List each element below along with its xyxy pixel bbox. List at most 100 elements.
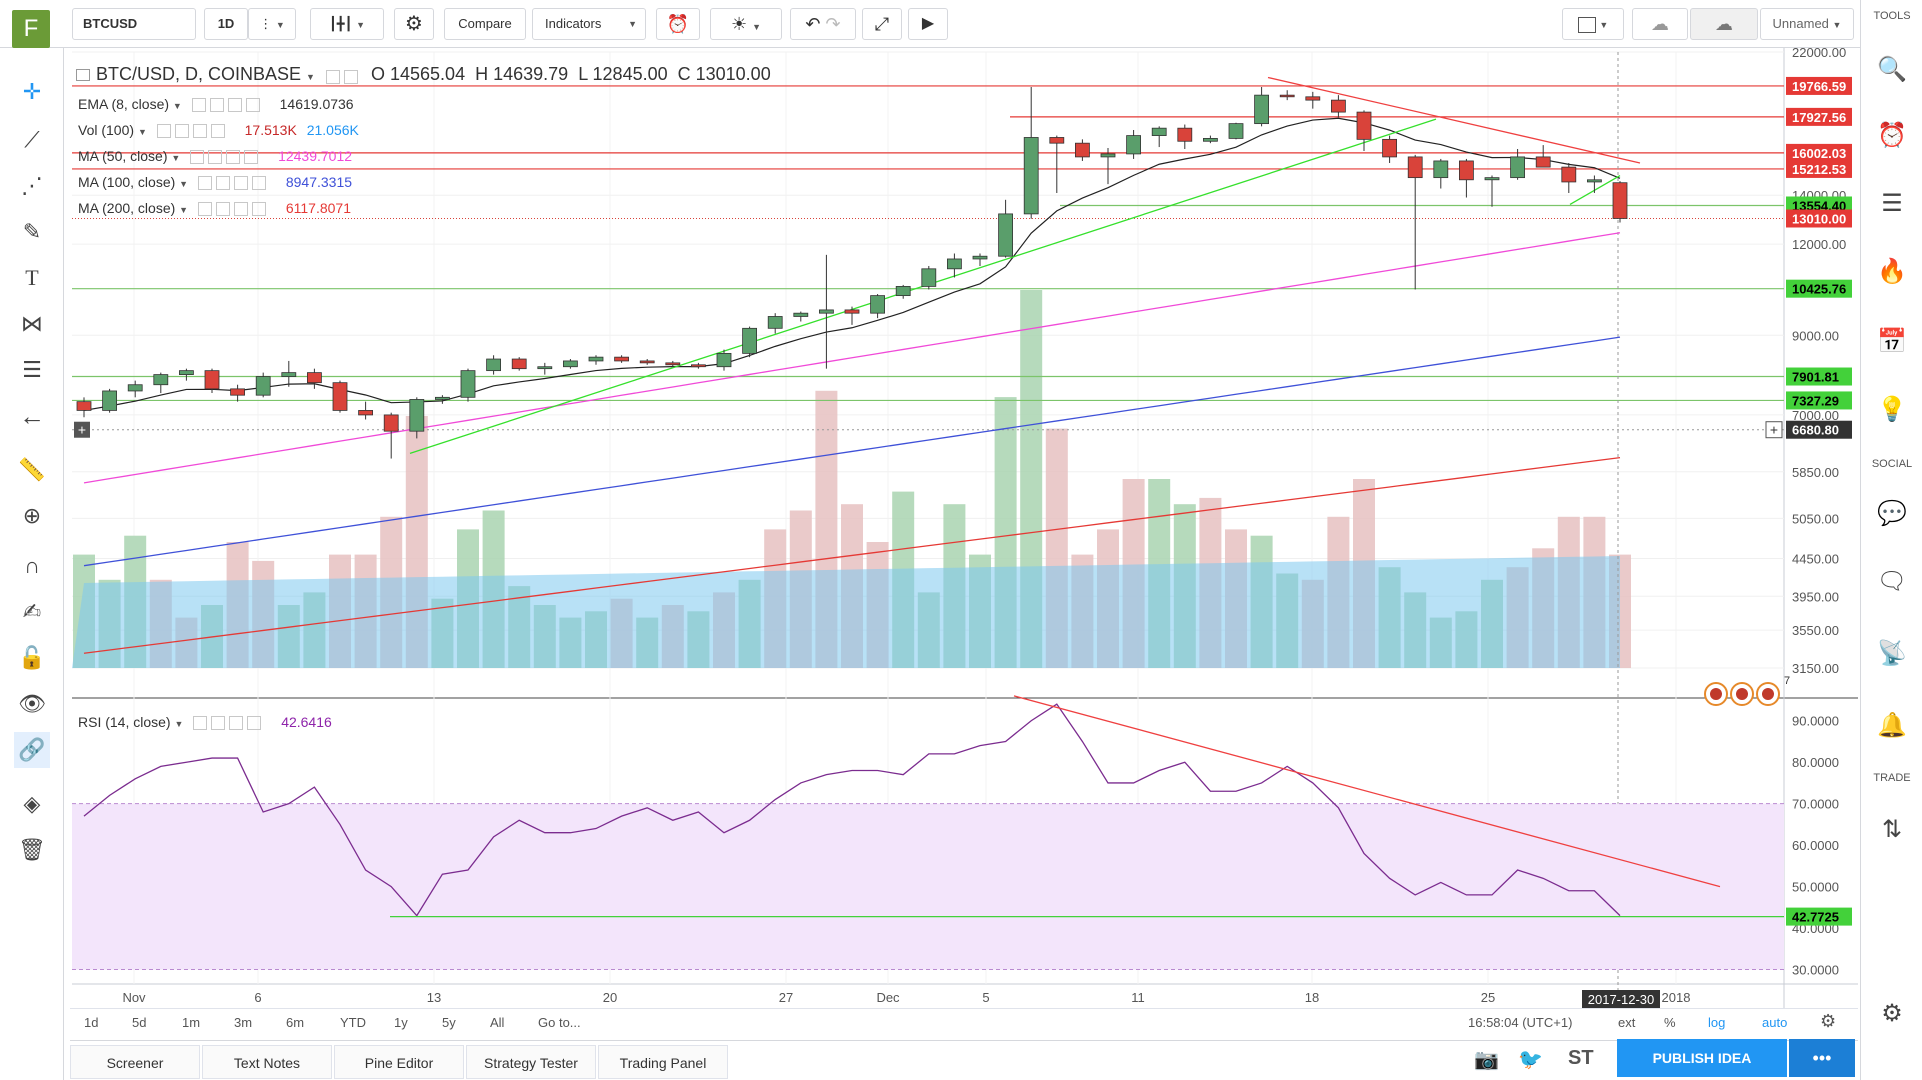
order-panel-icon[interactable]: ⇅ (1881, 816, 1903, 843)
tab-screener[interactable]: Screener (70, 1045, 200, 1079)
percent-toggle[interactable]: % (1664, 1015, 1676, 1030)
log-toggle[interactable]: log (1708, 1015, 1726, 1030)
trash-icon[interactable]: 🗑 (18, 837, 46, 862)
rsi-current-label: 42.7725 (1792, 910, 1839, 925)
lock-draw-icon[interactable]: ✍ (22, 599, 42, 624)
legend-ma200[interactable]: MA (200, close) ▼ 6117.8071 (78, 200, 351, 217)
symbol-search-input[interactable]: BTCUSD (72, 8, 196, 40)
hotlist-fire-icon[interactable]: 🔥 (1877, 258, 1907, 285)
undo-icon[interactable]: ↶ (805, 14, 821, 34)
watchlist-icon[interactable]: 🔍 (1877, 56, 1907, 83)
series-options-icons[interactable] (325, 68, 366, 85)
layout-name-button[interactable]: Unnamed ▼ (1760, 8, 1854, 40)
legend-vol[interactable]: Vol (100) ▼ 17.513K 21.056K (78, 122, 359, 139)
candle-body (1049, 137, 1065, 144)
time-tick-label: Dec (876, 990, 900, 1005)
templates-button[interactable]: ☀ ▼ (710, 8, 782, 40)
range-1y[interactable]: 1y (394, 1015, 408, 1030)
magnet-icon[interactable]: ∩ (24, 553, 40, 578)
fib-icon[interactable]: ⋰ (21, 173, 43, 198)
auto-toggle[interactable]: auto (1762, 1015, 1788, 1030)
layers-icon[interactable]: ◈ (23, 791, 41, 816)
load-cloud-button[interactable]: ☁ (1632, 8, 1688, 40)
legend-ma50[interactable]: MA (50, close) ▼ 12439.7012 (78, 148, 352, 165)
gear-icon[interactable]: ⚙ (1820, 1011, 1837, 1031)
layout-name: Unnamed (1772, 16, 1829, 31)
crosshair-icon[interactable]: ✛ (22, 79, 42, 104)
tab-pine-editor[interactable]: Pine Editor (334, 1045, 464, 1079)
replay-button[interactable]: ▶ (908, 8, 948, 40)
candle-body (409, 399, 425, 432)
more-horizontal-icon[interactable]: ••• (1789, 1039, 1855, 1077)
gear-icon[interactable]: ⚙ (1881, 1000, 1903, 1027)
range-1m[interactable]: 1m (182, 1015, 201, 1030)
save-cloud-button[interactable]: ☁ (1690, 8, 1758, 40)
tab-strategy-tester[interactable]: Strategy Tester (466, 1045, 596, 1079)
prediction-icon[interactable]: ☰ (22, 357, 42, 382)
legend-ma100[interactable]: MA (100, close) ▼ 8947.3315 (78, 174, 352, 191)
notifications-bell-icon[interactable]: 🔔 (1877, 712, 1907, 739)
trend-line-icon[interactable]: ⟋ (24, 127, 40, 152)
chart-style-button[interactable]: ┃╋┃ ▼ (310, 8, 384, 40)
collapse-icon[interactable] (76, 69, 90, 82)
plus-icon: + (78, 422, 86, 438)
settings-button[interactable]: ⚙ (394, 8, 434, 40)
range-6m[interactable]: 6m (286, 1015, 305, 1030)
ema-options-icons[interactable] (191, 98, 270, 113)
link-icon[interactable]: 🔗 (14, 732, 50, 768)
legend-ema[interactable]: EMA (8, close) ▼ 14619.0736 (78, 96, 354, 113)
tab-text-notes[interactable]: Text Notes (202, 1045, 332, 1079)
publish-idea-button[interactable]: PUBLISH IDEA (1617, 1039, 1787, 1077)
streams-icon[interactable]: 📡 (1877, 640, 1907, 667)
range-1d[interactable]: 1d (84, 1015, 99, 1030)
candle-body (767, 316, 783, 329)
legend-rsi[interactable]: RSI (14, close) ▼ 42.6416 (78, 714, 332, 731)
eye-icon[interactable]: 👁 (18, 691, 46, 716)
indicators-button[interactable]: Indicators ▼ (532, 8, 646, 40)
fullscreen-button[interactable]: ⤢ (862, 8, 902, 40)
redo-icon[interactable]: ↷ (825, 14, 841, 34)
interval-menu-button[interactable]: ⋮ ▼ (248, 8, 296, 40)
twitter-icon[interactable]: 🐦 (1518, 1049, 1543, 1071)
zoom-in-icon[interactable]: ⊕ (22, 503, 42, 528)
stocktwits-icon[interactable]: ST (1568, 1047, 1594, 1069)
interval-button[interactable]: 1D (204, 8, 248, 40)
crosshair-date-label: 2017-12-30 (1588, 992, 1655, 1007)
ma200-options-icons[interactable] (197, 202, 276, 217)
alert-button[interactable]: ⏰ (656, 8, 700, 40)
app-logo[interactable]: F (12, 10, 50, 48)
candle-body (230, 388, 246, 396)
text-tool-icon[interactable]: T (25, 265, 39, 290)
candle-body (614, 356, 629, 362)
chevron-down-icon[interactable]: ▼ (306, 72, 315, 82)
range-all[interactable]: All (490, 1015, 505, 1030)
range-5d[interactable]: 5d (132, 1015, 147, 1030)
pattern-icon[interactable]: ⋈ (21, 311, 43, 336)
chat-icon[interactable]: 💬 (1877, 500, 1907, 527)
alarm-clock-icon[interactable]: ⏰ (1877, 122, 1907, 149)
calendar-icon[interactable]: 📅 (1877, 328, 1907, 355)
camera-icon[interactable]: 📷 (1474, 1049, 1499, 1071)
ideas-bulb-icon[interactable]: 💡 (1877, 396, 1907, 423)
range-ytd[interactable]: YTD (340, 1015, 366, 1030)
ruler-icon[interactable]: 📏 (18, 457, 46, 482)
range-3m[interactable]: 3m (234, 1015, 253, 1030)
range-5y[interactable]: 5y (442, 1015, 456, 1030)
back-arrow-icon[interactable]: ← (19, 401, 45, 431)
tab-trading-panel[interactable]: Trading Panel (598, 1045, 728, 1079)
private-chat-icon[interactable]: 🗨 (1876, 568, 1908, 595)
brush-icon[interactable]: ✎ (22, 219, 42, 244)
undo-redo-group[interactable]: ↶ ↷ (790, 8, 856, 40)
ma100-options-icons[interactable] (197, 176, 276, 191)
rsi-options-icons[interactable] (193, 716, 271, 731)
goto-date-button[interactable]: Go to... (538, 1015, 581, 1030)
compare-button[interactable]: Compare (444, 8, 526, 40)
layout-button[interactable]: ▼ (1562, 8, 1624, 40)
vol-options-icons[interactable] (156, 124, 235, 139)
ma50-options-icons[interactable] (190, 150, 268, 165)
ext-toggle[interactable]: ext (1618, 1015, 1636, 1030)
ohlc-close: C 13010.00 (677, 64, 771, 84)
lock-icon[interactable]: 🔓 (18, 645, 46, 670)
data-window-icon[interactable]: ☰ (1881, 190, 1903, 217)
